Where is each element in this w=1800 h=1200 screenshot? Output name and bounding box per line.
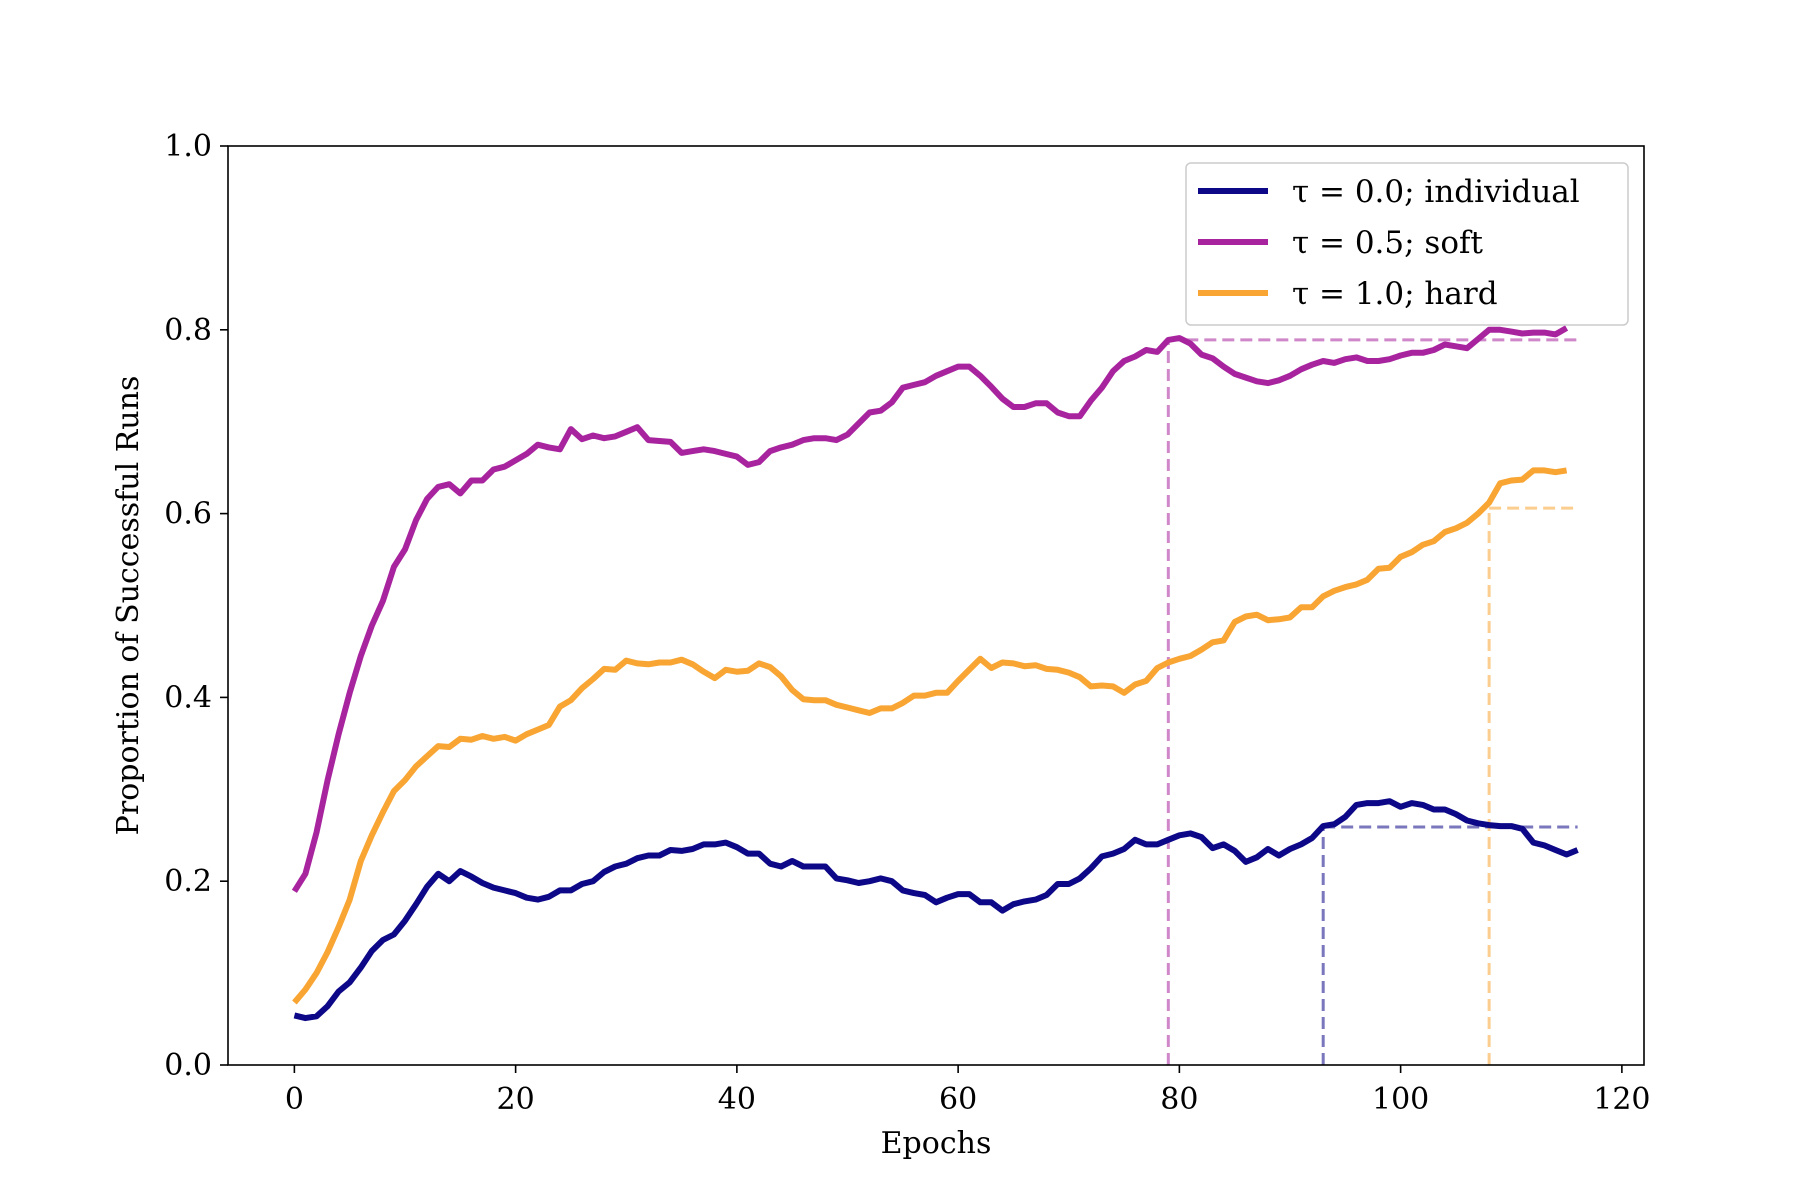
legend-label: τ = 0.0; individual	[1292, 174, 1580, 210]
legend-label: τ = 1.0; hard	[1292, 276, 1498, 312]
series-line	[293, 798, 1579, 1022]
series-lines	[291, 325, 1579, 1022]
series-line	[291, 325, 1569, 893]
x-tick-label: 20	[497, 1082, 535, 1117]
y-tick-label: 0.8	[164, 313, 212, 348]
x-axis-label: Epochs	[881, 1126, 992, 1161]
x-tick-label: 0	[285, 1082, 304, 1117]
y-axis: 0.0 0.2 0.4 0.6 0.8 1.0	[164, 129, 228, 1083]
x-tick-label: 100	[1372, 1082, 1429, 1117]
x-tick-label: 60	[939, 1082, 977, 1117]
y-tick-label: 0.0	[164, 1048, 212, 1083]
y-tick-label: 0.4	[164, 680, 212, 715]
legend-label: τ = 0.5; soft	[1292, 225, 1483, 261]
plot-frame	[227, 145, 1645, 1066]
reference-lines	[1166, 338, 1578, 1065]
y-tick-label: 0.6	[164, 497, 212, 532]
y-tick-label: 1.0	[164, 129, 212, 164]
x-axis: 0 20 40 60 80 100 120	[285, 1065, 1651, 1117]
y-tick-label: 0.2	[164, 864, 212, 899]
x-tick-label: 120	[1593, 1082, 1650, 1117]
x-tick-label: 80	[1160, 1082, 1198, 1117]
y-axis-label: Proportion of Successful Runs	[111, 376, 146, 836]
legend-box	[1185, 162, 1629, 326]
legend: τ = 0.0; individual τ = 0.5; soft τ = 1.0;…	[1185, 162, 1629, 326]
series-line	[292, 467, 1568, 1005]
x-tick-label: 40	[718, 1082, 756, 1117]
